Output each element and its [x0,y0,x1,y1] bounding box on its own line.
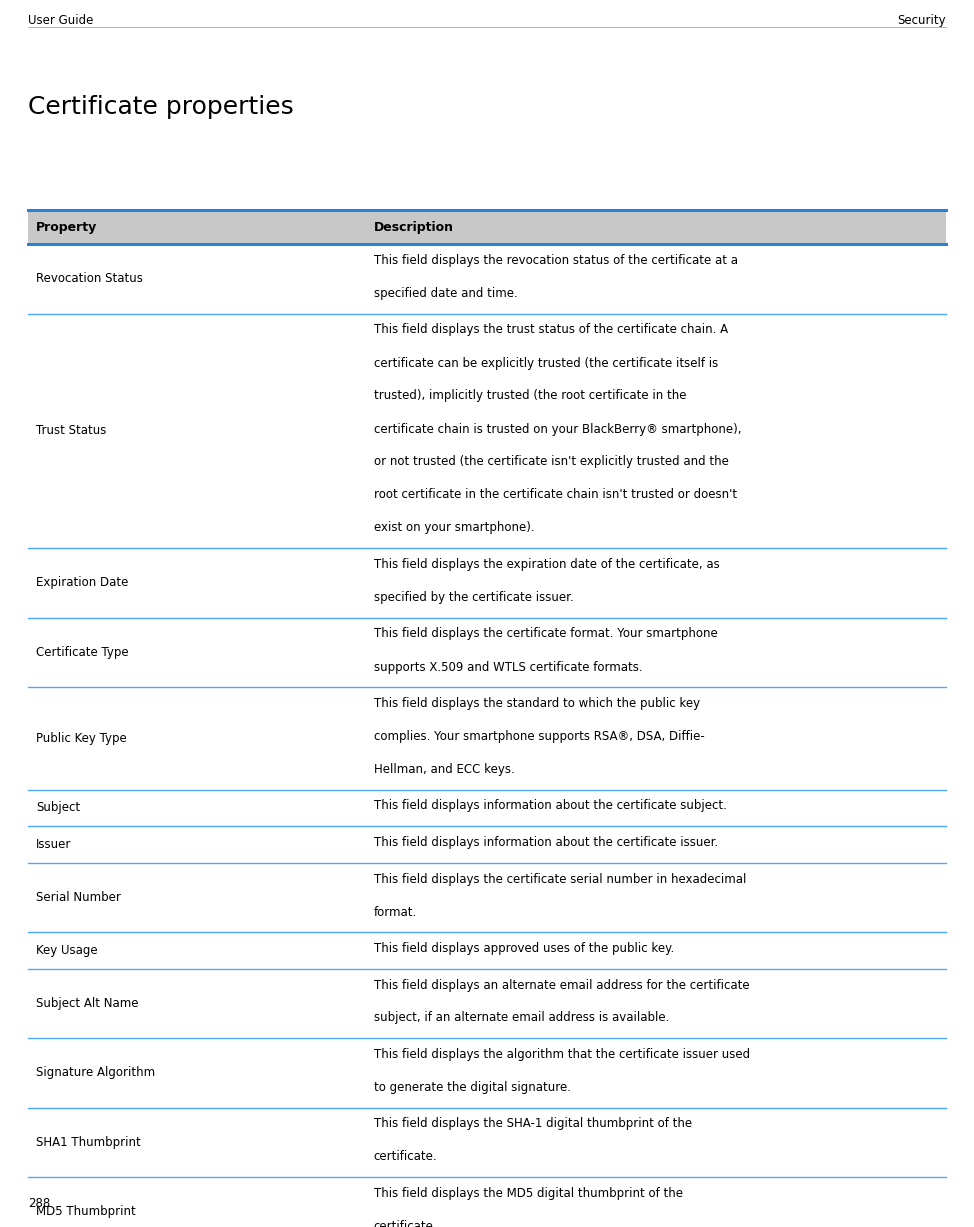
Text: MD5 Thumbprint: MD5 Thumbprint [36,1205,135,1218]
Text: This field displays the trust status of the certificate chain. A: This field displays the trust status of … [374,324,728,336]
Text: This field displays information about the certificate issuer.: This field displays information about th… [374,836,718,849]
Text: This field displays the SHA-1 digital thumbprint of the: This field displays the SHA-1 digital th… [374,1118,692,1130]
Text: Description: Description [374,221,454,233]
Text: Public Key Type: Public Key Type [36,731,127,745]
Text: format.: format. [374,906,417,919]
Text: trusted), implicitly trusted (the root certificate in the: trusted), implicitly trusted (the root c… [374,389,687,402]
Text: Subject: Subject [36,801,80,815]
Text: Issuer: Issuer [36,838,71,850]
Text: Hellman, and ECC keys.: Hellman, and ECC keys. [374,763,514,775]
Bar [28,210,946,244]
Text: Signature Algorithm: Signature Algorithm [36,1066,155,1080]
Text: This field displays the standard to which the public key: This field displays the standard to whic… [374,697,700,710]
Text: This field displays the revocation status of the certificate at a: This field displays the revocation statu… [374,254,738,267]
Text: Serial Number: Serial Number [36,891,121,904]
Text: Subject Alt Name: Subject Alt Name [36,996,138,1010]
Text: This field displays an alternate email address for the certificate: This field displays an alternate email a… [374,978,749,991]
Text: Expiration Date: Expiration Date [36,577,129,589]
Text: certificate can be explicitly trusted (the certificate itself is: certificate can be explicitly trusted (t… [374,357,718,369]
Text: exist on your smartphone).: exist on your smartphone). [374,521,535,535]
Text: This field displays the MD5 digital thumbprint of the: This field displays the MD5 digital thum… [374,1187,683,1200]
Text: Trust Status: Trust Status [36,425,106,437]
Text: certificate chain is trusted on your BlackBerry® smartphone),: certificate chain is trusted on your Bla… [374,422,741,436]
Text: This field displays the algorithm that the certificate issuer used: This field displays the algorithm that t… [374,1048,750,1061]
Text: specified by the certificate issuer.: specified by the certificate issuer. [374,591,574,604]
Text: to generate the digital signature.: to generate the digital signature. [374,1081,571,1094]
Text: specified date and time.: specified date and time. [374,287,517,299]
Text: 288: 288 [28,1198,51,1210]
Text: This field displays the expiration date of the certificate, as: This field displays the expiration date … [374,558,720,571]
Text: Certificate Type: Certificate Type [36,645,129,659]
Text: certificate.: certificate. [374,1220,437,1227]
Text: or not trusted (the certificate isn't explicitly trusted and the: or not trusted (the certificate isn't ex… [374,455,729,469]
Text: This field displays approved uses of the public key.: This field displays approved uses of the… [374,942,674,955]
Text: root certificate in the certificate chain isn't trusted or doesn't: root certificate in the certificate chai… [374,488,737,502]
Text: This field displays the certificate serial number in hexadecimal: This field displays the certificate seri… [374,872,746,886]
Text: User Guide: User Guide [28,13,94,27]
Text: certificate.: certificate. [374,1151,437,1163]
Text: This field displays the certificate format. Your smartphone: This field displays the certificate form… [374,627,718,640]
Text: Revocation Status: Revocation Status [36,272,143,285]
Text: supports X.509 and WTLS certificate formats.: supports X.509 and WTLS certificate form… [374,660,643,674]
Text: SHA1 Thumbprint: SHA1 Thumbprint [36,1136,141,1148]
Text: Certificate properties: Certificate properties [28,94,294,119]
Text: complies. Your smartphone supports RSA®, DSA, Diffie-: complies. Your smartphone supports RSA®,… [374,730,704,744]
Text: subject, if an alternate email address is available.: subject, if an alternate email address i… [374,1011,669,1025]
Text: Key Usage: Key Usage [36,944,97,957]
Text: Property: Property [36,221,97,233]
Text: This field displays information about the certificate subject.: This field displays information about th… [374,800,727,812]
Text: Security: Security [897,13,946,27]
